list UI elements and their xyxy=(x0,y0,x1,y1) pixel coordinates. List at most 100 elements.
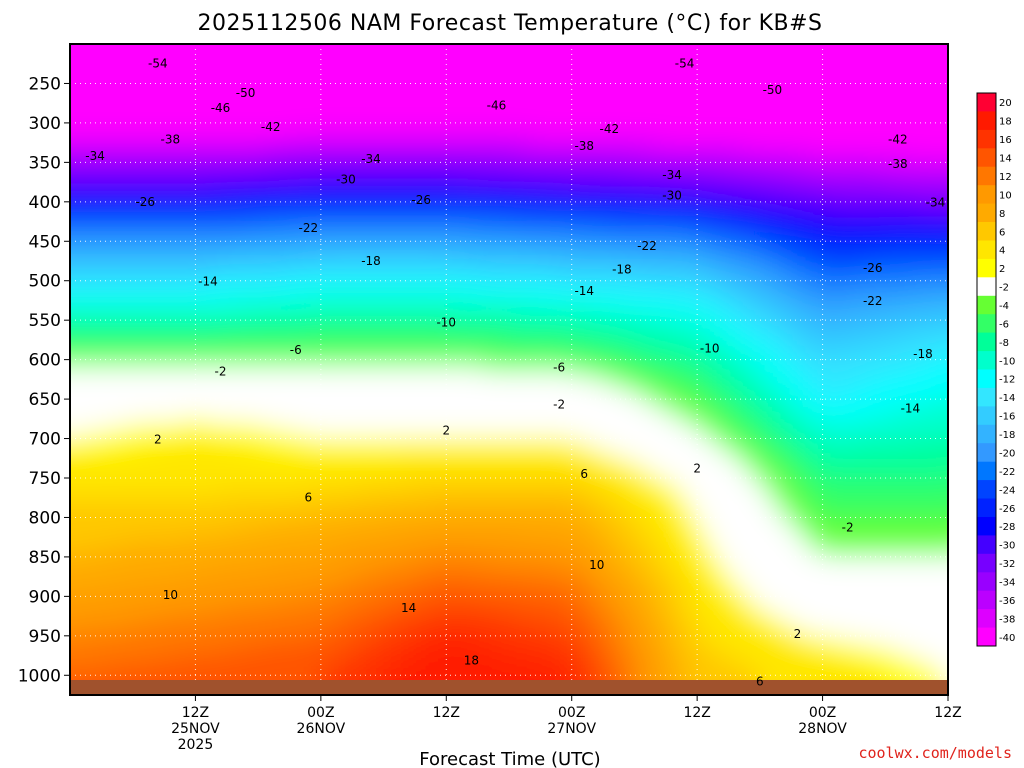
field-cell xyxy=(145,100,159,107)
field-cell xyxy=(70,44,84,50)
field-cell xyxy=(157,536,171,542)
field-cell xyxy=(283,276,297,282)
field-cell xyxy=(295,512,309,518)
field-cell xyxy=(283,574,297,580)
field-cell xyxy=(383,200,397,206)
field-cell xyxy=(358,560,372,566)
field-cell xyxy=(433,62,447,69)
field-cell xyxy=(345,616,359,623)
field-cell xyxy=(270,115,284,121)
field-cell xyxy=(458,631,472,637)
field-cell xyxy=(458,664,472,670)
field-cell xyxy=(345,72,359,78)
field-cell xyxy=(157,44,171,50)
field-cell xyxy=(320,659,334,665)
field-cell xyxy=(408,304,422,310)
field-cell xyxy=(220,337,234,343)
field-cell xyxy=(396,493,410,500)
field-cell xyxy=(195,48,209,54)
field-cell xyxy=(308,370,322,376)
field-cell xyxy=(233,427,247,433)
field-cell xyxy=(295,223,309,230)
field-cell xyxy=(70,351,84,357)
field-cell xyxy=(45,68,58,73)
field-cell xyxy=(258,427,272,433)
field-cell xyxy=(270,252,284,258)
field-cell xyxy=(458,67,472,73)
field-cell xyxy=(345,186,359,192)
field-cell xyxy=(421,616,435,623)
field-cell xyxy=(333,697,346,702)
field-cell xyxy=(95,328,109,334)
field-cell xyxy=(383,313,397,320)
field-cell xyxy=(82,384,96,391)
field-cell xyxy=(295,399,309,405)
field-cell xyxy=(446,384,460,391)
field-cell xyxy=(345,143,359,149)
field-cell xyxy=(396,503,410,509)
field-cell xyxy=(295,489,309,495)
field-cell xyxy=(396,309,410,315)
field-cell xyxy=(333,53,347,59)
field-cell xyxy=(70,313,84,320)
field-cell xyxy=(333,81,347,88)
field-cell xyxy=(120,375,134,381)
field-cell xyxy=(358,389,372,395)
field-cell xyxy=(120,294,134,301)
field-cell xyxy=(258,616,272,623)
field-cell xyxy=(471,86,485,92)
field-cell xyxy=(358,650,372,656)
field-cell xyxy=(170,403,184,410)
field-cell xyxy=(95,526,109,533)
field-cell xyxy=(220,356,234,362)
field-cell xyxy=(320,361,334,367)
field-cell xyxy=(358,588,372,594)
field-cell xyxy=(157,564,171,571)
field-cell xyxy=(245,479,259,485)
field-cell xyxy=(383,86,397,92)
field-cell xyxy=(396,403,410,410)
field-cell xyxy=(45,451,58,456)
field-cell xyxy=(358,583,372,589)
field-cell xyxy=(333,318,347,324)
field-cell xyxy=(396,508,410,514)
field-cell xyxy=(446,432,460,438)
field-cell xyxy=(208,271,222,277)
field-cell xyxy=(182,242,196,249)
field-cell xyxy=(132,200,146,206)
field-cell xyxy=(383,271,397,277)
field-cell xyxy=(258,432,272,438)
field-cell xyxy=(95,162,109,168)
field-cell xyxy=(157,498,171,504)
field-cell xyxy=(270,602,284,608)
field-cell xyxy=(358,290,372,296)
field-cell xyxy=(233,337,247,343)
field-cell xyxy=(270,408,284,414)
field-cell xyxy=(408,579,422,585)
field-cell xyxy=(421,479,435,485)
field-cell xyxy=(446,356,460,362)
field-cell xyxy=(371,143,385,149)
field-cell xyxy=(233,157,247,163)
field-cell xyxy=(396,645,410,651)
field-cell xyxy=(145,219,159,225)
field-cell xyxy=(258,526,272,533)
field-cell xyxy=(270,437,284,443)
field-cell xyxy=(333,190,347,197)
field-cell xyxy=(233,394,247,400)
field-cell xyxy=(70,53,84,59)
field-cell xyxy=(120,62,134,69)
field-cell xyxy=(95,384,109,391)
field-cell xyxy=(358,190,372,197)
field-cell xyxy=(208,664,222,670)
field-cell xyxy=(421,48,435,54)
field-cell xyxy=(195,96,209,102)
field-cell xyxy=(145,517,159,523)
field-cell xyxy=(82,503,96,509)
field-cell xyxy=(170,247,184,253)
field-cell xyxy=(345,342,359,348)
field-cell xyxy=(95,607,109,613)
field-cell xyxy=(283,44,297,50)
field-cell xyxy=(182,313,196,320)
field-cell xyxy=(233,242,247,249)
